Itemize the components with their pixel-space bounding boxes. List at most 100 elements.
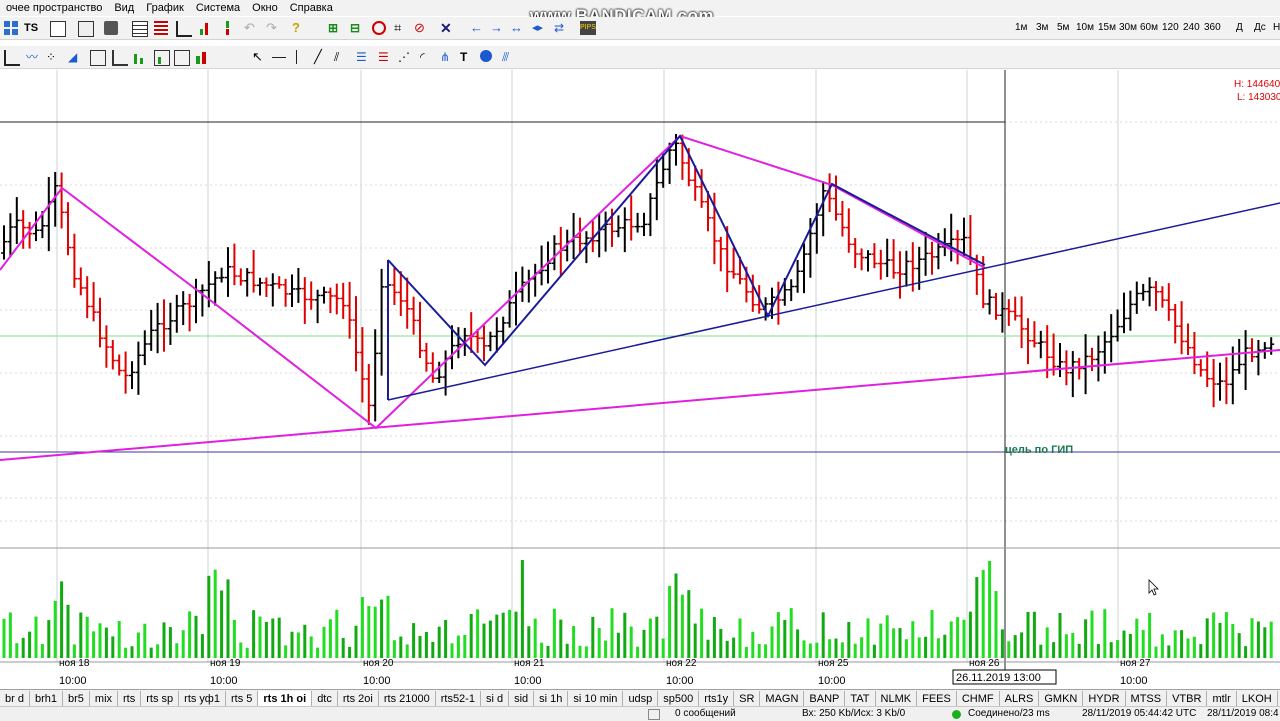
cursor-icon[interactable]: ↖ xyxy=(252,49,263,64)
delete-lines-icon[interactable]: ⫻ xyxy=(502,50,510,64)
expand-icon[interactable]: ↔ xyxy=(510,20,523,35)
tab-vtbr[interactable]: VTBR xyxy=(1167,690,1208,707)
pips-icon[interactable]: PIPS xyxy=(580,21,596,35)
gann-icon[interactable]: ⋰ xyxy=(398,50,410,64)
tab-rts-sp[interactable]: rts sp xyxy=(141,690,180,707)
tab-lkoh[interactable]: LKOH xyxy=(1237,690,1278,707)
line-chart-icon[interactable]: 〰 xyxy=(26,50,39,64)
tab-mix[interactable]: mix xyxy=(90,690,119,707)
trendline-icon[interactable]: ╱ xyxy=(314,49,322,64)
volume-icon[interactable] xyxy=(112,50,128,66)
window-icon[interactable] xyxy=(174,50,190,66)
print-icon[interactable] xyxy=(104,21,118,35)
tab-tat[interactable]: TAT xyxy=(845,690,876,707)
tf-10m[interactable]: 10м xyxy=(1076,22,1094,33)
tf-240[interactable]: 240 xyxy=(1183,22,1200,33)
menu-system[interactable]: Система xyxy=(195,2,241,14)
list-icon[interactable] xyxy=(154,21,168,35)
redo-icon[interactable]: ↷ xyxy=(266,20,277,35)
fast-scroll-icon[interactable]: ◂▸ xyxy=(532,22,544,34)
tab-alrs[interactable]: ALRS xyxy=(1000,690,1040,707)
menu-chart[interactable]: График xyxy=(146,2,184,14)
crop-icon[interactable]: ⌗ xyxy=(394,20,402,35)
pitchfork-icon[interactable]: ⋔ xyxy=(440,50,451,64)
text-icon[interactable]: T xyxy=(460,50,468,64)
tf-120[interactable]: 120 xyxy=(1162,22,1179,33)
menu-window[interactable]: Окно xyxy=(252,2,278,14)
tab-magn[interactable]: MAGN xyxy=(760,690,805,707)
hline-icon[interactable] xyxy=(272,50,286,58)
tab-mtss[interactable]: MTSS xyxy=(1126,690,1168,707)
fibo-icon[interactable]: ☰ xyxy=(356,50,367,64)
tab-rts-уф1[interactable]: rts уф1 xyxy=(179,690,226,707)
tab-sid[interactable]: sid xyxy=(509,690,535,707)
tab-fees[interactable]: FEES xyxy=(917,690,957,707)
zoom-in-icon[interactable]: ⊞ xyxy=(328,21,339,35)
tab-si-d[interactable]: si d xyxy=(481,690,510,707)
tab-rts-2oi[interactable]: rts 2oi xyxy=(338,690,379,707)
remove-icon[interactable]: ⊘ xyxy=(414,20,425,35)
fibo-levels-icon[interactable]: ☰ xyxy=(378,50,389,64)
frame-icon[interactable] xyxy=(90,50,106,66)
bars-icon[interactable] xyxy=(176,21,192,37)
tf-360[interactable]: 360 xyxy=(1204,22,1221,33)
calculator-icon[interactable] xyxy=(50,21,66,37)
chart-type-icon[interactable] xyxy=(4,50,20,66)
menu-view[interactable]: Вид xyxy=(114,2,135,14)
tab-nlmk[interactable]: NLMK xyxy=(876,690,918,707)
table-icon[interactable] xyxy=(132,21,148,37)
tab-sp500[interactable]: sp500 xyxy=(658,690,700,707)
menu-help[interactable]: Справка xyxy=(289,2,333,14)
tf-5m[interactable]: 5м xyxy=(1057,22,1070,33)
tab-sr[interactable]: SR xyxy=(734,690,761,707)
tab-br-d[interactable]: br d xyxy=(0,690,30,707)
tab-dtc[interactable]: dtc xyxy=(312,690,338,707)
tab-rts1y[interactable]: rts1y xyxy=(699,690,735,707)
tf-1m[interactable]: 1м xyxy=(1015,22,1028,33)
tab-br5[interactable]: br5 xyxy=(63,690,90,707)
sync-icon[interactable]: ⇄ xyxy=(554,21,565,35)
indicator-icon[interactable] xyxy=(154,50,170,66)
tab-si-1h[interactable]: si 1h xyxy=(534,690,569,707)
tab-mtlr[interactable]: mtlr xyxy=(1207,690,1237,707)
tab-rts[interactable]: rts xyxy=(118,690,142,707)
tf-15m[interactable]: 15м xyxy=(1098,22,1116,33)
message-icon[interactable] xyxy=(648,709,660,720)
ts-icon[interactable]: TS xyxy=(24,22,39,34)
workspace-icon[interactable] xyxy=(4,21,18,35)
scroll-right-icon[interactable]: → xyxy=(490,20,503,35)
tab-banp[interactable]: BANP xyxy=(804,690,846,707)
histogram-icon[interactable] xyxy=(132,50,146,64)
up-down-icon[interactable] xyxy=(220,21,234,35)
candles-icon[interactable] xyxy=(198,21,212,35)
tab-hydr[interactable]: HYDR xyxy=(1083,690,1126,707)
oi-icon[interactable] xyxy=(194,50,208,64)
channel-icon[interactable]: ⫽ xyxy=(334,50,340,64)
menu-workspace[interactable]: очее пространство xyxy=(6,2,103,14)
help-icon[interactable]: ? xyxy=(292,20,300,35)
tab-brh1[interactable]: brh1 xyxy=(30,690,63,707)
tab-rts52-1[interactable]: rts52-1 xyxy=(436,690,481,707)
scroll-left-icon[interactable]: ← xyxy=(470,20,483,35)
undo-icon[interactable]: ↶ xyxy=(244,20,255,35)
tf-week[interactable]: Н xyxy=(1273,22,1280,33)
tab-si-10-min[interactable]: si 10 min xyxy=(568,690,624,707)
tab-chmf[interactable]: CHMF xyxy=(957,690,1000,707)
price-chart[interactable]: H: 144640 L: 143030 цель по ГИП ноя 18 но… xyxy=(0,70,1280,690)
color-icon[interactable] xyxy=(480,50,492,62)
tab-rts-21000[interactable]: rts 21000 xyxy=(379,690,436,707)
vline-icon[interactable] xyxy=(296,50,299,64)
tf-day[interactable]: Д xyxy=(1236,22,1243,33)
tf-3m[interactable]: 3м xyxy=(1036,22,1049,33)
close-icon[interactable]: ✕ xyxy=(440,20,452,36)
dots-icon[interactable]: ⁘ xyxy=(46,50,57,64)
arc-icon[interactable]: ◜ xyxy=(420,50,425,64)
tf-day-s[interactable]: Дс xyxy=(1254,22,1266,33)
zoom-out-icon[interactable]: ⊟ xyxy=(350,21,361,35)
tab-udsp[interactable]: udsp xyxy=(623,690,659,707)
tf-60m[interactable]: 60м xyxy=(1140,22,1158,33)
area-icon[interactable]: ◢ xyxy=(68,50,78,64)
tab-gmkn[interactable]: GMKN xyxy=(1039,690,1084,707)
auto-scale-icon[interactable] xyxy=(372,21,386,35)
document-icon[interactable] xyxy=(78,21,94,37)
